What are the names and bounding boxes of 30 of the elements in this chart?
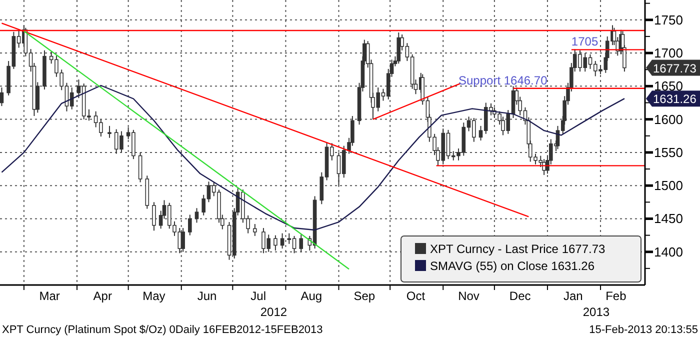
y-tick-label: 1550 (654, 144, 683, 160)
y-tick-label: 1700 (654, 46, 683, 61)
x-tick-label: Aug (300, 289, 322, 303)
annotation: Support 1646.70 (458, 73, 548, 88)
x-tick-label: Jul (250, 289, 266, 303)
x-tick-label: Jun (197, 289, 217, 303)
x-tick-label: Nov (458, 289, 480, 303)
x-tick-label: Apr (93, 289, 112, 303)
annotation: 1705 (571, 34, 598, 49)
y-tick-label: 1750 (654, 12, 683, 28)
y-tick-label: 1650 (654, 78, 683, 94)
y-tick-label: 1500 (654, 178, 683, 194)
x-tick-label: Dec (509, 289, 531, 303)
y-tick-label: 1400 (654, 244, 683, 260)
text: 1677.73 (653, 61, 697, 76)
x-tick-label: Sep (354, 289, 376, 303)
x-tick-label: Jan (563, 289, 583, 303)
text: 2013 (582, 305, 610, 319)
text: XPT Curncy (Platinum Spot $/Oz) 0Daily 16FEB2012-15FEB2013 (2, 324, 323, 336)
x-tick-label: May (142, 289, 166, 303)
legend-label: XPT Curncy - Last Price 1677.73 (430, 242, 606, 256)
x-tick-label: Mar (39, 289, 60, 303)
y-tick-label: 1600 (654, 112, 683, 127)
y-tick-label: 1450 (654, 211, 683, 226)
x-tick-label: Oct (406, 289, 426, 303)
text: 15-Feb-2013 20:13:55 (589, 324, 698, 336)
legend-label: SMAVG (55) on Close 1631.26 (430, 259, 595, 273)
x-tick-label: Feb (606, 289, 627, 303)
text: 2012 (260, 305, 288, 319)
text: 1631.26 (653, 92, 697, 106)
